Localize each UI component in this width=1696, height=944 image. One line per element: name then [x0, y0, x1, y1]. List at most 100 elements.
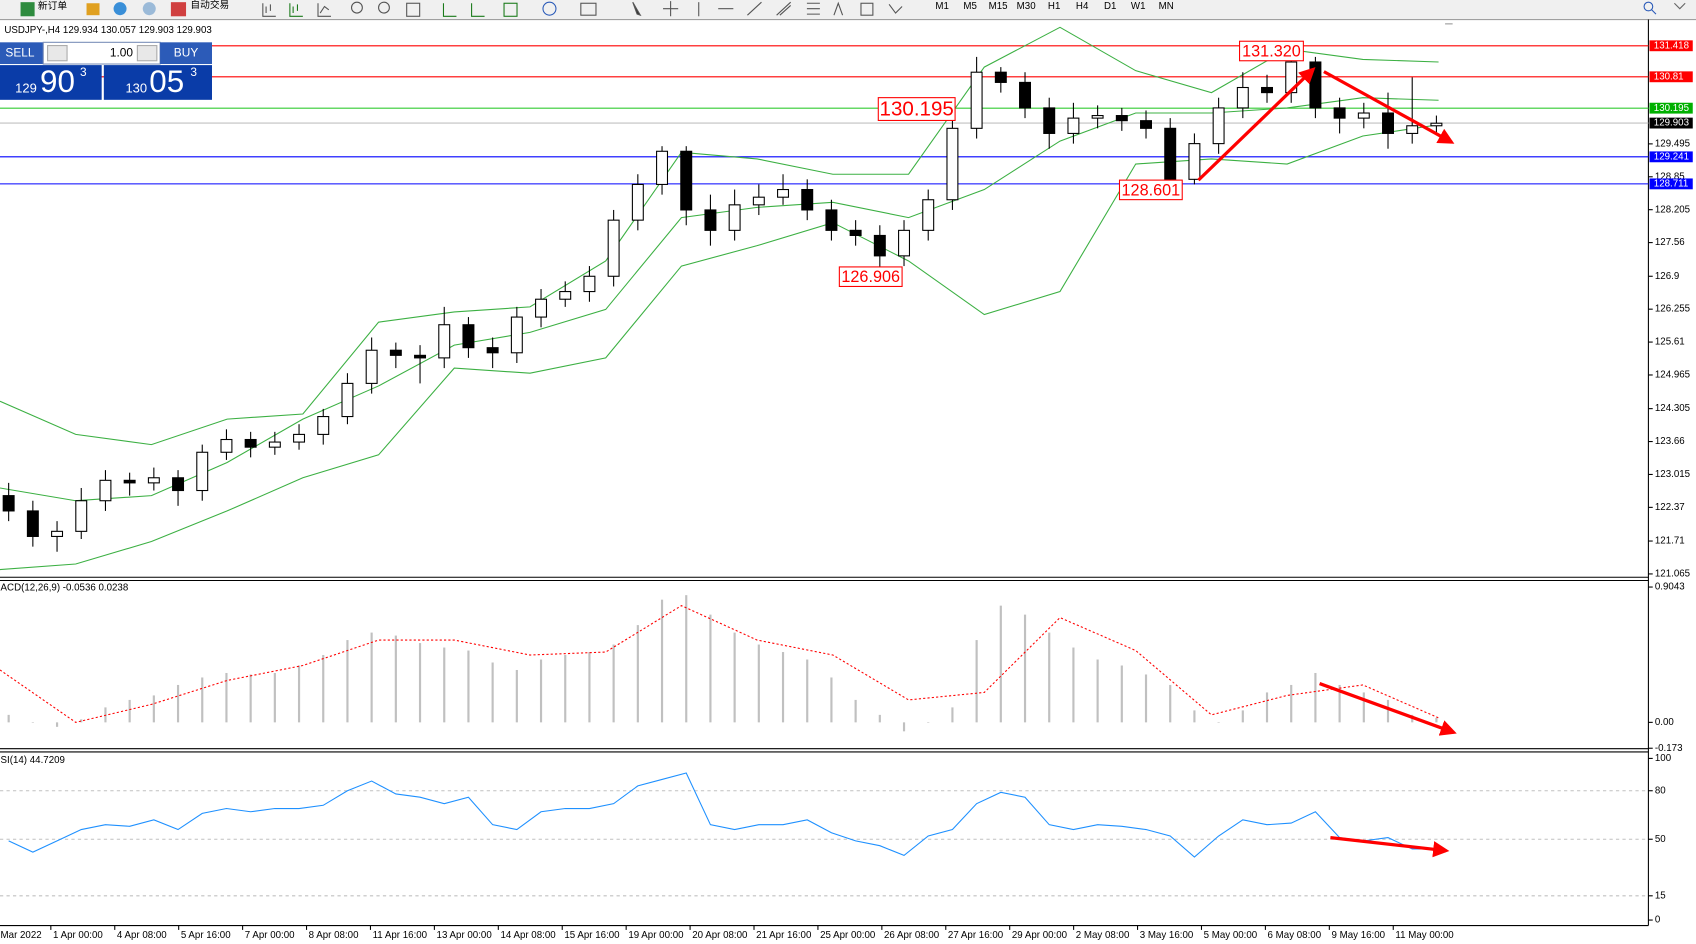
macd-bar — [370, 632, 373, 723]
timeframe-button[interactable]: M15 — [989, 1, 1009, 12]
y-tick-label: 128.85 — [1655, 171, 1685, 182]
ask-box[interactable] — [103, 65, 212, 100]
x-tick-label: 4 Apr 08:00 — [117, 930, 167, 941]
x-tick-label: 31 Mar 2022 — [0, 930, 42, 941]
candle-body — [1067, 117, 1080, 134]
x-tick-label: 25 Apr 00:00 — [820, 930, 876, 941]
timeframe-button[interactable]: MN — [1159, 1, 1174, 12]
annotation: 128.601 — [1122, 181, 1181, 199]
x-tick-label: 3 May 16:00 — [1140, 930, 1194, 941]
y-tick-label: 128.205 — [1655, 204, 1691, 215]
lot-value[interactable]: 1.00 — [110, 45, 134, 59]
rsi-title: RSI(14) 44.7209 — [0, 755, 65, 766]
sell-button[interactable] — [0, 42, 44, 65]
macd-bar — [322, 655, 325, 723]
zoom-in-icon[interactable] — [350, 1, 363, 14]
candle-body — [317, 416, 330, 435]
candle-body — [147, 477, 160, 484]
templates-icon[interactable] — [580, 2, 597, 16]
x-tick-label: 29 Apr 00:00 — [1012, 930, 1068, 941]
candle-body — [1309, 61, 1322, 109]
label-icon[interactable] — [860, 2, 874, 16]
x-tick-label: 14 Apr 08:00 — [500, 930, 556, 941]
timeframe-button[interactable]: H1 — [1048, 1, 1060, 12]
x-tick-label: 7 Apr 00:00 — [245, 930, 295, 941]
shift-icon[interactable] — [471, 3, 485, 17]
candle-body — [1188, 143, 1201, 180]
fibo-icon[interactable] — [806, 2, 820, 15]
timeframe-button[interactable]: M5 — [963, 1, 977, 12]
candle-body — [801, 188, 814, 211]
macd-bar — [467, 650, 470, 723]
macd-bar — [201, 677, 204, 723]
toolbar — [0, 0, 1696, 20]
candle-body — [510, 316, 523, 354]
tool-icon[interactable] — [113, 2, 127, 16]
line-icon[interactable] — [317, 3, 331, 17]
buy-button[interactable] — [160, 42, 212, 65]
y-tick-label: 124.965 — [1655, 370, 1691, 381]
candle-icon[interactable] — [289, 3, 303, 17]
tool-icon[interactable] — [86, 3, 100, 16]
new-order-icon[interactable] — [20, 2, 35, 17]
ask-point: 3 — [190, 65, 197, 79]
macd-bar — [975, 640, 978, 723]
x-tick-label: 26 Apr 08:00 — [884, 930, 940, 941]
macd-bar — [152, 695, 155, 723]
candle-body — [1333, 107, 1346, 119]
menu-arrow[interactable] — [1673, 2, 1686, 10]
channel-icon[interactable] — [776, 1, 792, 16]
auto-trading-label[interactable]: 自动交易 — [190, 0, 229, 11]
y-tick-label: 15 — [1655, 890, 1666, 901]
candle-body — [535, 298, 548, 318]
periods-icon[interactable] — [542, 1, 557, 16]
candle-body — [825, 209, 838, 231]
autoscroll-icon[interactable] — [442, 3, 457, 17]
macd-bar — [1362, 692, 1365, 723]
buy-label[interactable]: BUY — [174, 45, 199, 59]
candle-body — [1357, 112, 1370, 119]
macd-title: MACD(12,26,9) -0.0536 0.0238 — [0, 583, 128, 594]
timeframe-button[interactable]: M1 — [935, 1, 949, 12]
tile-icon[interactable] — [406, 2, 421, 17]
annotation-box — [877, 97, 956, 121]
candle-body — [898, 229, 911, 257]
annotation: 130.195 — [880, 98, 954, 121]
candle-body — [994, 71, 1007, 83]
macd-bar — [1314, 672, 1317, 723]
macd-bar — [733, 632, 736, 723]
x-tick-label: 27 Apr 16:00 — [948, 930, 1004, 941]
tool-icon[interactable] — [142, 2, 156, 16]
candle-body — [1236, 86, 1249, 109]
candle-body — [1140, 120, 1153, 129]
macd-bar — [418, 643, 422, 723]
indicators-icon[interactable] — [503, 2, 518, 17]
trendline-icon[interactable] — [747, 1, 762, 16]
zoom-out-icon[interactable] — [378, 1, 390, 14]
timeframe-button[interactable]: M30 — [1017, 1, 1037, 12]
candle-body — [559, 291, 572, 300]
sell-label[interactable]: SELL — [5, 45, 34, 59]
new-order-label[interactable]: 新订单 — [38, 0, 67, 12]
bar-chart-icon[interactable] — [262, 3, 276, 17]
auto-trading-icon[interactable] — [170, 2, 187, 17]
x-tick-label: 15 Apr 16:00 — [564, 930, 620, 941]
search-icon[interactable] — [1643, 1, 1654, 12]
lot-up[interactable] — [136, 45, 158, 62]
toolbar-buttons: 新订单 自动交易 M1 M5 M1 — [20, 0, 1686, 17]
candle-body — [51, 530, 64, 537]
bid-box[interactable] — [0, 65, 102, 100]
timeframe-button[interactable]: D1 — [1104, 1, 1116, 12]
x-tick-label: 21 Apr 16:00 — [756, 930, 812, 941]
bid-small: 129 — [15, 80, 37, 95]
crosshair-icon[interactable] — [663, 1, 679, 17]
cursor-icon[interactable] — [632, 1, 642, 17]
candle-body — [438, 324, 451, 359]
lot-down[interactable] — [47, 45, 68, 62]
arrows-icon[interactable] — [888, 4, 903, 14]
macd-bar — [1048, 632, 1051, 723]
timeframe-button[interactable]: H4 — [1076, 1, 1089, 12]
macd-bar — [636, 625, 639, 723]
timeframe-button[interactable]: W1 — [1131, 1, 1146, 12]
text-icon[interactable] — [833, 1, 844, 16]
